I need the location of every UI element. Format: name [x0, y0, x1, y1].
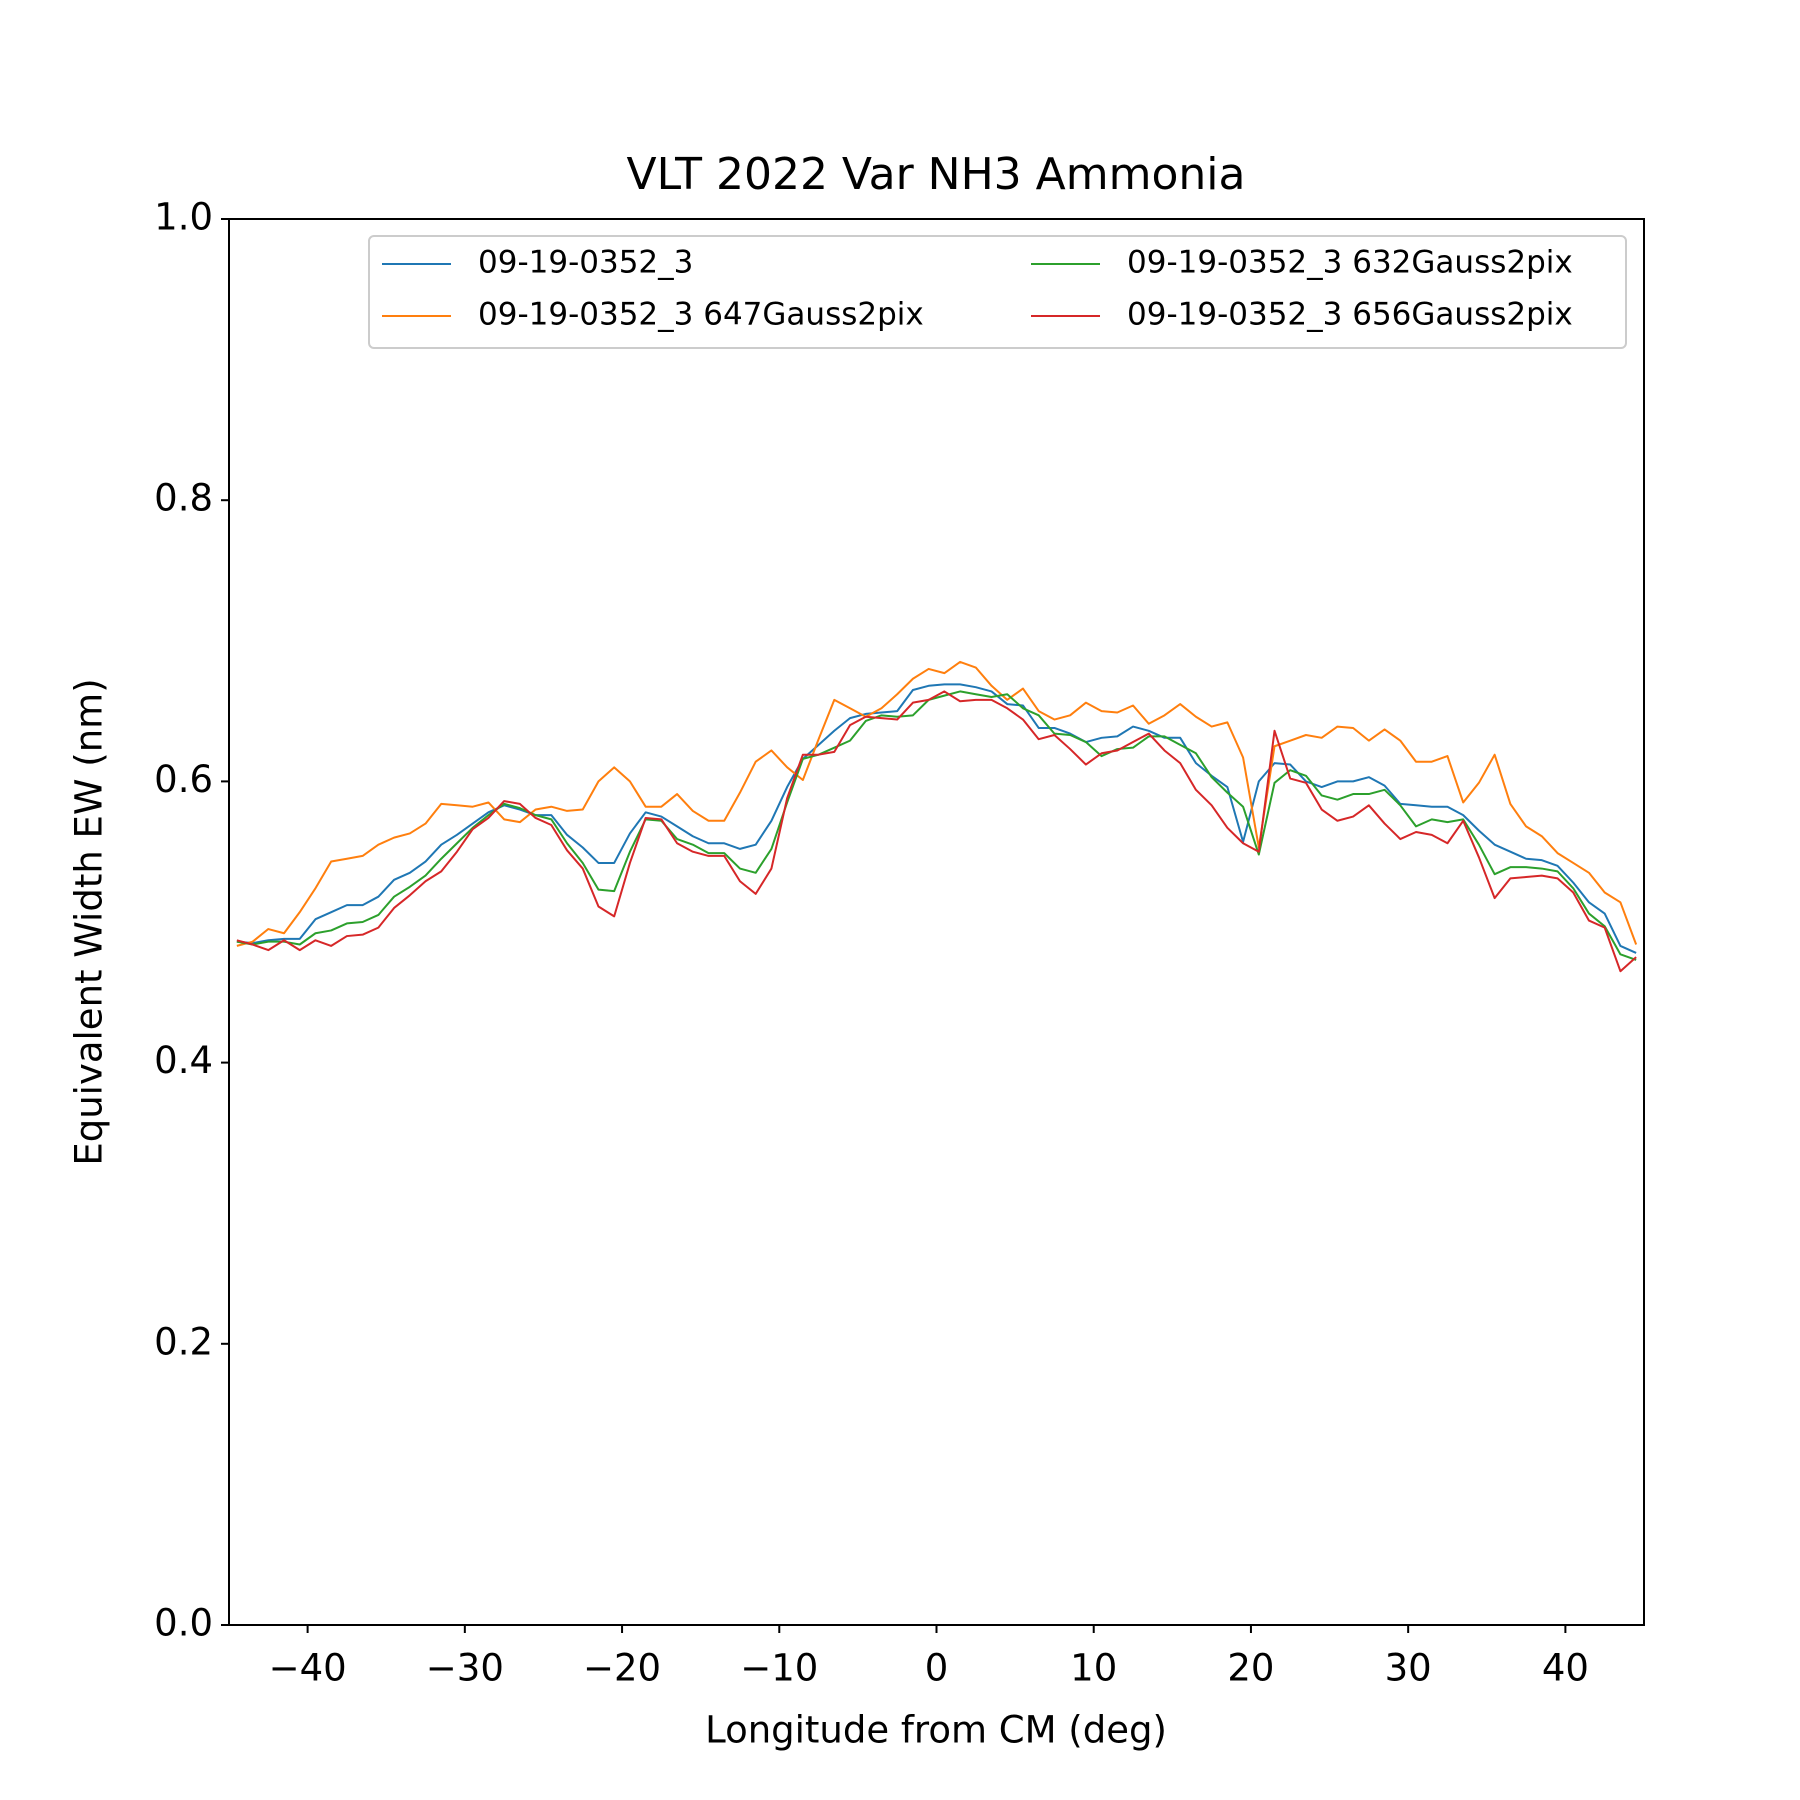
plot-frame — [228, 218, 1645, 1626]
x-tick-label: −20 — [583, 1647, 661, 1690]
series-line — [236, 690, 1637, 961]
x-tick-label: 0 — [925, 1647, 949, 1690]
series-line — [236, 683, 1637, 954]
y-tick-label: 0.8 — [154, 477, 213, 520]
x-tick-label: −10 — [740, 1647, 818, 1690]
y-tick-label: 1.0 — [154, 196, 213, 239]
series-line — [236, 660, 1638, 947]
x-tick-label: 30 — [1385, 1647, 1432, 1690]
legend-label: 09-19-0352_3 — [478, 245, 693, 281]
chart-title: VLT 2022 Var NH3 Ammonia — [627, 149, 1246, 200]
y-tick-label: 0.4 — [154, 1039, 213, 1082]
legend-label: 09-19-0352_3 647Gauss2pix — [478, 297, 924, 333]
y-axis-label: Equivalent Width EW (nm) — [68, 678, 111, 1165]
legend-box — [368, 235, 1627, 349]
y-tick-label: 0.0 — [154, 1602, 213, 1645]
legend-label: 09-19-0352_3 656Gauss2pix — [1127, 297, 1573, 333]
series-line — [236, 690, 1637, 973]
y-tick-label: 0.2 — [154, 1320, 213, 1363]
x-tick-label: 10 — [1070, 1647, 1117, 1690]
legend-label: 09-19-0352_3 632Gauss2pix — [1127, 245, 1573, 281]
y-tick-label: 0.6 — [154, 758, 213, 801]
x-tick-label: 20 — [1227, 1647, 1274, 1690]
x-tick-label: −30 — [426, 1647, 504, 1690]
x-tick-label: 40 — [1542, 1647, 1589, 1690]
x-tick-label: −40 — [269, 1647, 347, 1690]
x-axis-label: Longitude from CM (deg) — [705, 1709, 1167, 1752]
